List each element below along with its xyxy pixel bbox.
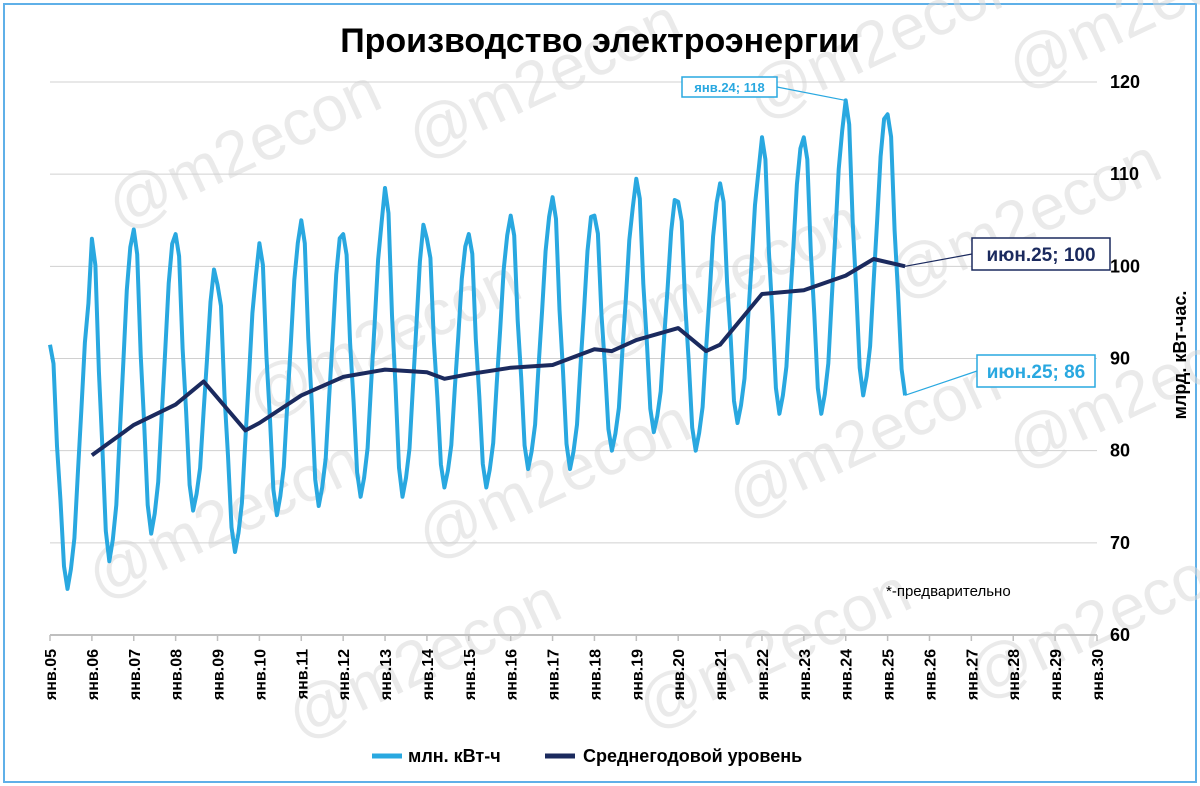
x-tick-label-3: янв.08 [169,649,186,701]
watermark-9: @m2econ [715,344,1011,533]
x-tick-label-17: янв.22 [755,649,772,701]
annotation-label-0: янв.24; 118 [694,80,764,95]
watermark-6: @m2econ [875,124,1171,313]
x-tick-label-8: янв.13 [378,649,395,701]
x-tick-label-23: янв.28 [1006,649,1023,701]
annotation-leader-1 [904,253,973,267]
watermark-2: @m2econ [735,0,1031,133]
x-tick-label-22: янв.27 [964,649,981,701]
x-tick-label-13: янв.18 [587,649,604,701]
x-tick-label-6: янв.11 [294,649,311,700]
x-tick-label-16: янв.21 [713,649,730,701]
x-tick-label-14: янв.19 [629,649,646,701]
x-tick-label-18: янв.23 [797,649,814,701]
y-tick-120: 120 [1110,72,1140,92]
annotation-leader-2 [904,370,978,396]
annotation-box-1 [971,237,1111,271]
chart-frame [3,3,1197,783]
series-line-monthly [48,98,908,591]
annotation-box-0 [681,76,778,98]
y-tick-90: 90 [1110,349,1130,369]
watermark-3: @m2econ [995,0,1200,103]
x-tick-label-25: янв.30 [1090,649,1107,701]
x-tick-label-0: янв.05 [43,649,60,701]
series-line-average [90,257,906,457]
y-tick-110: 110 [1110,164,1139,184]
x-tick-label-11: янв.16 [504,649,521,701]
x-tick-label-5: янв.10 [252,649,269,701]
y-tick-60: 60 [1110,625,1130,645]
annotations-layer: янв.24; 118 июн.25; 100 июн.25; 86 [681,76,1111,396]
x-tick-label-9: янв.14 [420,649,437,701]
annotation-label-1: июн.25; 100 [986,245,1095,266]
legend-label-average: Среднегодовой уровень [583,746,802,766]
y-tick-70: 70 [1110,533,1130,553]
annotation-label-2: июн.25; 86 [987,362,1086,383]
chart-title: Производство электроэнергии [340,22,860,60]
y-axis-ticks: 60 70 80 90 100 110 120 [1110,72,1140,645]
x-tick-label-7: янв.12 [336,649,353,701]
x-tick-label-1: янв.06 [85,649,102,701]
x-tick-label-4: янв.09 [211,649,228,701]
x-tick-label-12: янв.17 [546,649,563,701]
x-axis: янв.05 янв.06 янв.07 янв.08 янв.09 янв.10 янв.… [43,634,1107,701]
watermark-12: @m2econ [625,554,921,743]
y-tick-80: 80 [1110,441,1130,461]
x-tick-label-10: янв.15 [462,649,479,701]
x-tick-label-21: янв.26 [922,649,939,701]
series-layer [48,98,908,591]
x-tick-label-2: янв.07 [127,649,144,701]
x-tick-label-15: янв.20 [671,649,688,701]
x-tick-label-24: янв.29 [1048,649,1065,701]
watermark-13: @m2econ [955,524,1200,713]
y-tick-100: 100 [1110,256,1140,276]
legend-label-monthly: млн. кВт-ч [408,746,501,766]
footnote: *-предварительно [886,583,1011,600]
annotation-leader-0 [776,86,846,102]
x-tick-label-19: янв.24 [839,649,856,701]
legend: млн. кВт-ч Среднегодовой уровень [372,746,802,766]
y-axis-label: млрд. кВт-час. [1170,291,1190,420]
annotation-box-2 [976,354,1096,388]
watermark-4: @m2econ [235,244,531,433]
x-tick-label-20: янв.25 [881,649,898,701]
